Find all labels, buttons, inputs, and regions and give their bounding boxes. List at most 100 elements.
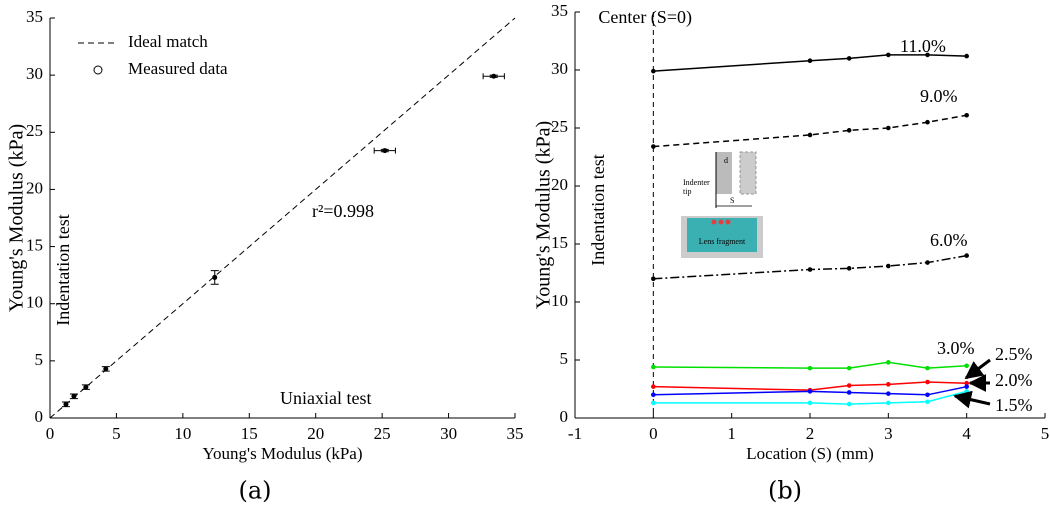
series-line <box>653 54 967 72</box>
y-tick-label: 0 <box>560 407 569 426</box>
ideal-line <box>49 17 516 419</box>
label-arrow <box>953 390 991 409</box>
legend-label: Ideal match <box>128 32 208 51</box>
series-label: 2.5% <box>995 344 1033 364</box>
x-axis-label: Young's Modulus (kPa) <box>202 444 362 463</box>
annotation: Indentation test <box>53 214 73 325</box>
y-tick-label: 30 <box>26 64 43 83</box>
data-point <box>846 56 852 61</box>
data-point <box>925 119 930 125</box>
inset-dot <box>718 219 724 225</box>
legend-marker <box>93 65 103 75</box>
annotation: Center (S=0) <box>598 7 692 28</box>
data-point <box>807 389 813 394</box>
y-tick-label: 30 <box>551 59 568 78</box>
inset-indenter <box>739 151 757 195</box>
data-point <box>886 382 891 387</box>
inset-dot <box>711 219 717 225</box>
y-tick-label: 20 <box>551 175 568 194</box>
annotation: r²=0.998 <box>312 201 374 221</box>
inset-label: Indenter <box>683 178 710 187</box>
data-point <box>807 132 813 138</box>
y-tick-label: 25 <box>26 121 43 140</box>
inset-label: d <box>724 156 728 165</box>
label-arrow <box>964 358 991 380</box>
y-axis-label: Young's Modulus (kPa) <box>6 124 28 312</box>
data-point <box>964 363 969 369</box>
x-tick-label: 0 <box>649 424 658 443</box>
data-point <box>964 389 969 394</box>
series-line <box>653 385 967 396</box>
series-line <box>653 361 967 369</box>
legend-label: Measured data <box>128 59 228 78</box>
y-tick-label: 25 <box>551 117 568 136</box>
data-point <box>71 393 77 399</box>
series-line <box>653 254 967 280</box>
y-tick-label: 10 <box>551 291 568 310</box>
series-label: 2.0% <box>995 370 1033 390</box>
series-line <box>653 114 967 148</box>
x-tick-label: 30 <box>440 424 457 443</box>
x-tick-label: 5 <box>1041 424 1050 443</box>
inset-label: S <box>730 196 734 205</box>
y-tick-label: 10 <box>26 293 43 312</box>
data-point <box>925 379 930 385</box>
caption: (a) <box>238 477 271 505</box>
data-point <box>807 267 813 272</box>
data-point <box>651 392 656 398</box>
x-tick-label: 1 <box>727 424 736 443</box>
data-point <box>651 68 656 74</box>
x-tick-label: 25 <box>374 424 391 443</box>
y-tick-label: 20 <box>26 178 43 197</box>
data-point <box>886 263 891 269</box>
caption: (b) <box>768 477 802 505</box>
data-point <box>212 274 218 280</box>
data-point <box>807 365 813 371</box>
series-label: 11.0% <box>900 36 946 56</box>
series-label: 1.5% <box>995 395 1033 415</box>
data-point <box>83 384 89 390</box>
x-tick-label: 5 <box>112 424 121 443</box>
data-point <box>964 112 969 118</box>
inset-label: Lens fragment <box>699 237 746 246</box>
data-point <box>807 58 813 64</box>
data-point <box>846 365 852 371</box>
x-tick-label: 2 <box>806 424 815 443</box>
y-tick-label: 5 <box>35 350 44 369</box>
x-tick-label: 3 <box>884 424 893 443</box>
data-point <box>651 276 656 282</box>
data-point <box>964 384 969 389</box>
inset-label: tip <box>683 187 691 196</box>
data-point <box>846 390 852 395</box>
data-point <box>382 148 388 154</box>
data-point <box>651 400 656 406</box>
data-point <box>964 53 969 59</box>
data-point <box>925 52 930 58</box>
series-label: 6.0% <box>930 230 968 250</box>
data-point <box>886 391 891 396</box>
x-tick-label: 10 <box>174 424 191 443</box>
y-tick-label: 0 <box>35 407 44 426</box>
y-tick-label: 5 <box>560 349 569 368</box>
data-point <box>925 365 930 371</box>
data-point <box>886 360 891 365</box>
annotation: Indentation test <box>588 154 608 265</box>
y-tick-label: 15 <box>551 233 568 252</box>
inset-indenter <box>716 152 732 194</box>
series-line <box>653 381 967 391</box>
x-tick-label: 15 <box>241 424 258 443</box>
x-tick-label: -1 <box>568 424 582 443</box>
data-point <box>63 401 69 407</box>
data-point <box>964 380 969 386</box>
data-point <box>491 73 497 79</box>
data-point <box>651 144 656 149</box>
data-point <box>846 128 852 133</box>
data-point <box>886 52 891 58</box>
y-axis-label: Young's Modulus (kPa) <box>533 121 555 309</box>
data-point <box>964 253 969 258</box>
inset-dot <box>725 219 731 225</box>
y-tick-label: 35 <box>26 7 43 26</box>
x-tick-label: 0 <box>46 424 55 443</box>
x-tick-label: 35 <box>507 424 524 443</box>
